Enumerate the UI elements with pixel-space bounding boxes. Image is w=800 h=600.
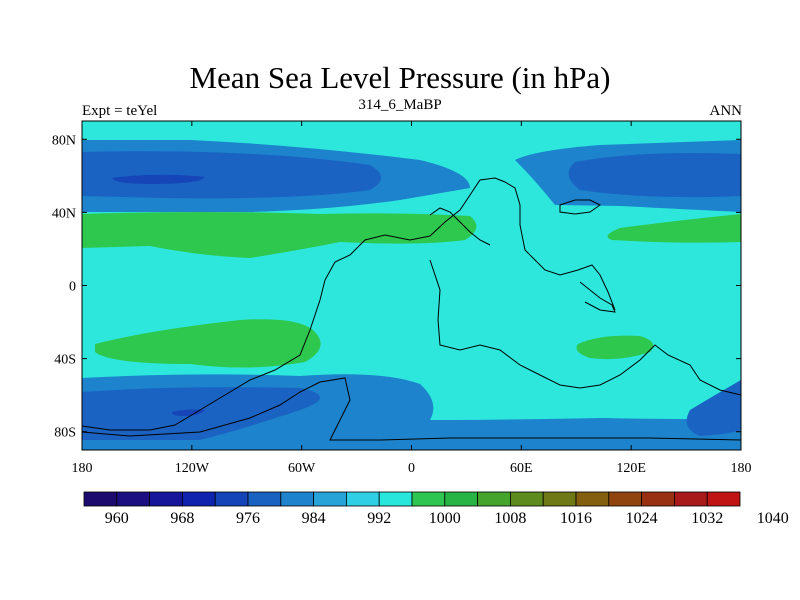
colorbar-swatch bbox=[575, 491, 610, 507]
contour-1008-south-west bbox=[95, 319, 321, 368]
longitude-ticks: 180 120W 60W 0 60E 120E 180 bbox=[72, 121, 752, 476]
colorbar-label: 1008 bbox=[494, 510, 526, 527]
contour-984-southern-ocean-east bbox=[686, 380, 741, 436]
colorbar-swatch bbox=[674, 491, 708, 507]
coastline-greenland bbox=[559, 199, 601, 215]
colorbar-swatch bbox=[149, 491, 183, 507]
lon-label: 120W bbox=[175, 461, 210, 476]
colorbar-swatch bbox=[477, 491, 511, 507]
colorbar-swatch bbox=[247, 491, 282, 507]
contour-984-north-west bbox=[82, 151, 381, 199]
run-label: 314_6_MaBP bbox=[358, 97, 442, 113]
lat-label: 0 bbox=[69, 280, 76, 295]
coastline-south-america bbox=[82, 177, 616, 431]
contour-980-core-nw bbox=[112, 174, 205, 184]
pressure-field bbox=[82, 121, 741, 450]
contour-1008-north-atlantic-pacific bbox=[82, 212, 477, 258]
colorbar-label: 1040 bbox=[757, 510, 789, 527]
experiment-label: Expt = teYel bbox=[82, 103, 158, 119]
contour-984-southern-ocean-west bbox=[82, 387, 320, 440]
colorbar-swatch bbox=[706, 491, 741, 507]
lon-label: 180 bbox=[731, 461, 752, 476]
colorbar-swatch bbox=[411, 491, 446, 507]
colorbar-swatch bbox=[608, 491, 642, 507]
colorbar-swatch bbox=[214, 491, 249, 507]
lon-label: 120E bbox=[616, 461, 646, 476]
colorbar-swatch bbox=[280, 491, 314, 507]
colorbar-swatch bbox=[542, 491, 577, 507]
coastline-africa-asia bbox=[429, 259, 741, 396]
colorbar-label: 992 bbox=[367, 510, 391, 527]
lat-label: 80S bbox=[54, 426, 76, 441]
colorbar-label: 1024 bbox=[626, 510, 658, 527]
colorbar-swatch bbox=[313, 491, 347, 507]
colorbar-swatch bbox=[641, 491, 675, 507]
colorbar-label: 984 bbox=[302, 510, 326, 527]
plot-title: Mean Sea Level Pressure (in hPa) bbox=[189, 60, 611, 95]
colorbar-swatch bbox=[345, 491, 380, 507]
lat-label: 40S bbox=[54, 353, 76, 368]
colorbar-swatch bbox=[181, 491, 216, 507]
lon-label: 180 bbox=[72, 461, 93, 476]
coastline-antarctica bbox=[82, 377, 741, 441]
colorbar-swatch bbox=[378, 491, 413, 507]
latitude-ticks: 80N 40N 0 40S 80S bbox=[52, 133, 741, 441]
lon-label: 60E bbox=[510, 461, 533, 476]
colorbar-label: 968 bbox=[170, 510, 194, 527]
contour-980-core-sw bbox=[172, 409, 205, 416]
coastline-europe bbox=[429, 207, 491, 246]
colorbar-label: 960 bbox=[105, 510, 129, 527]
lon-label: 60W bbox=[288, 461, 316, 476]
lat-label: 40N bbox=[52, 206, 76, 221]
lat-label: 80N bbox=[52, 133, 76, 148]
colorbar-swatch bbox=[116, 491, 151, 507]
coastline bbox=[82, 177, 741, 441]
contour-984-north-east bbox=[568, 153, 741, 198]
colorbar-swatch bbox=[83, 491, 118, 507]
colorbar-label: 976 bbox=[236, 510, 260, 527]
colorbar-swatch bbox=[509, 491, 544, 507]
colorbar-label: 1032 bbox=[691, 510, 723, 527]
coastline-australia bbox=[579, 281, 616, 313]
colorbar-label: 1000 bbox=[429, 510, 461, 527]
season-label: ANN bbox=[709, 103, 743, 119]
contour-1008-north-east bbox=[607, 214, 741, 243]
colorbar-swatch bbox=[444, 491, 478, 507]
contour-1008-south-east bbox=[576, 335, 654, 360]
lon-label: 0 bbox=[408, 461, 415, 476]
colorbar-label: 1016 bbox=[560, 510, 592, 527]
colorbar: 960 968 976 984 992 1000 1008 1016 1024 1032 1040 bbox=[83, 491, 789, 527]
